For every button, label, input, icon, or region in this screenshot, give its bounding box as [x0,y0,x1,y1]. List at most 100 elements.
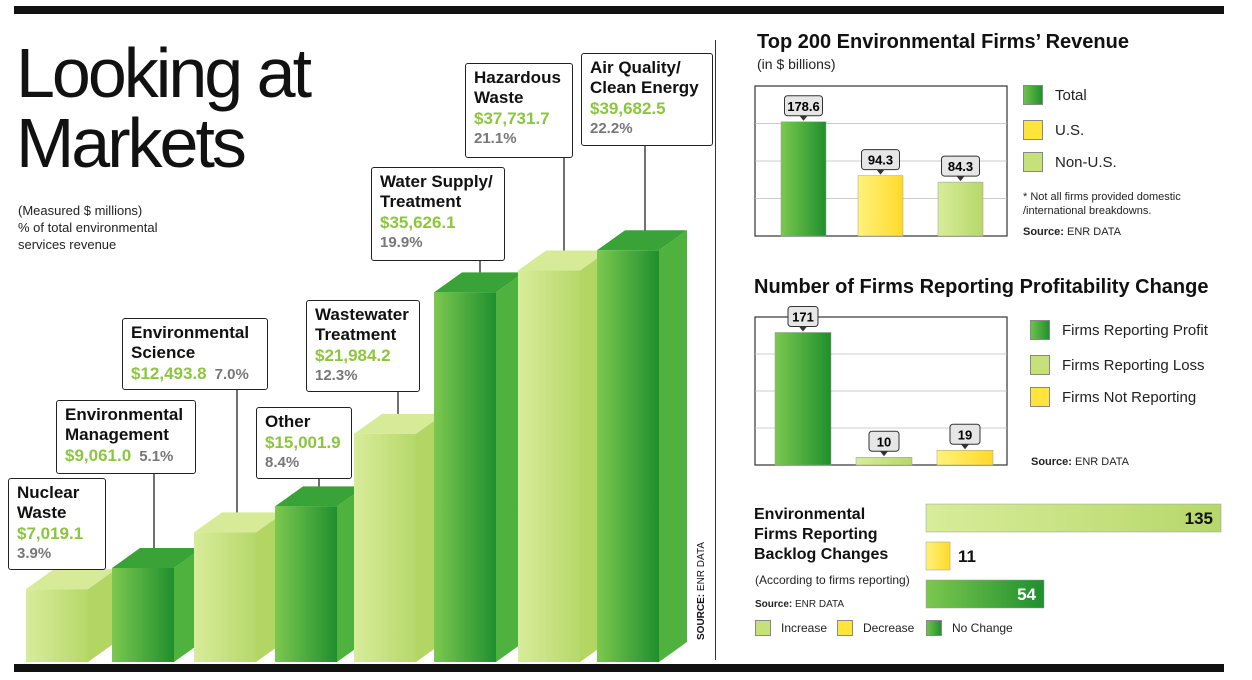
market-value: $12,493.8 [131,364,207,383]
backlog-value-label: 11 [958,547,976,566]
legend-us: U.S. [1023,120,1084,140]
market-value: $15,001.9 [265,433,341,452]
backlog-bar [925,503,1222,533]
legend-label: Firms Reporting Profit [1062,321,1208,339]
bar-top [354,413,444,434]
profitability-title: Number of Firms Reporting Profitability … [754,276,1209,298]
market-value: $21,984.2 [315,346,391,365]
backlog-bar-chart: 135 11 54 [925,503,1222,609]
market-value: $9,061.0 [65,446,132,465]
revenue-value-label: 84.3 [948,159,973,174]
market-bar [597,146,687,662]
main-subtitle-line2: % of total environmental [18,220,158,235]
profitability-bar [855,457,913,466]
legend-label: Total [1055,86,1087,104]
backlog-source: Source: ENR DATA [755,599,844,610]
market-value: $39,682.5 [590,99,666,118]
profitability-value-label: 171 [792,309,814,324]
legend-label: Non-U.S. [1055,153,1117,171]
backlog-value-label: 135 [1185,509,1213,528]
legend-total: Total [1023,85,1087,105]
market-name: Wastewater Treatment [315,305,409,344]
bar-side [496,272,524,662]
bar-side [88,569,116,662]
legend-swatch [926,620,942,636]
callout-air-quality-clean-energy: Air Quality/ Clean Energy $39,682.5 22.2… [581,53,713,146]
bar-top [112,547,202,568]
legend-non-us: Non-U.S. [1023,152,1117,172]
market-name: Nuclear Waste [17,483,80,522]
source-label: SOURCE: [696,593,707,640]
column-divider [715,40,716,660]
bar-front [26,589,88,662]
market-percent: 21.1% [474,130,517,147]
market-name: Environmental Management [65,405,184,444]
bar-side [659,230,687,662]
main-title: Looking at Markets [16,34,312,178]
backlog-bar [925,541,951,571]
legend-swatch [1030,320,1050,340]
market-name: Other [265,412,311,431]
bar-front [597,250,659,662]
profitability-value-label: 10 [877,434,891,449]
market-percent: 7.0% [214,366,249,383]
main-subtitle-line3: services revenue [18,237,117,252]
legend-swatch [1023,120,1043,140]
legend-swatch [1023,85,1043,105]
market-percent: 8.4% [265,454,300,471]
bottom-rule [14,664,1224,672]
market-percent: 22.2% [590,120,633,137]
market-percent: 19.9% [380,234,423,251]
backlog-value-label: 54 [1017,585,1036,604]
value-label-pointer [880,451,888,457]
source-org: ENR DATA [696,542,707,592]
callout-hazardous-waste: Hazardous Waste $37,731.7 21.1% [465,63,573,158]
callout-environmental-management: Environmental Management $9,061.0 5.1% [56,400,196,474]
legend-loss: Firms Reporting Loss [1030,355,1205,375]
source-org: ENR DATA [795,599,845,610]
main-subtitle-line1: (Measured $ millions) [18,203,143,218]
bar-front [112,567,174,662]
bar-top [597,230,687,251]
market-bar [26,568,116,662]
backlog-title: Environmental Firms Reporting Backlog Ch… [754,505,888,565]
revenue-value-label: 94.3 [868,153,893,168]
legend-profit: Firms Reporting Profit [1030,320,1208,340]
revenue-bar [937,181,984,237]
source-label: Source: [1031,456,1072,468]
legend-label: Decrease [863,621,915,635]
legend-label: Firms Not Reporting [1062,388,1197,406]
revenue-bar [780,121,827,237]
market-bar [112,474,202,662]
main-subtitle: (Measured $ millions) % of total environ… [18,202,188,253]
revenue-bar [857,175,904,237]
callout-nuclear-waste: Nuclear Waste $7,019.1 3.9% [8,478,106,570]
source-label: Source: [755,599,793,610]
market-bar [434,261,524,662]
legend-swatch [755,620,771,636]
legend-swatch [1030,387,1050,407]
market-name: Water Supply/ Treatment [380,172,493,211]
legend-label: Increase [781,621,828,635]
main-source: SOURCE: ENR DATA [696,542,707,640]
source-label: Source: [1023,226,1064,238]
revenue-note: * Not all firms provided domestic /inter… [1023,190,1181,218]
main-title-line1: Looking at [16,34,312,112]
backlog-bar [925,579,1045,609]
market-value: $37,731.7 [474,109,550,128]
callout-other: Other $15,001.9 8.4% [256,407,352,479]
profitability-value-label: 19 [958,427,972,442]
value-label-pointer [961,444,969,450]
note-line1: * Not all firms provided domestic [1023,191,1181,203]
market-bar [275,479,365,662]
market-name: Hazardous Waste [474,68,561,107]
market-bar-chart [26,146,687,662]
bar-top [194,512,284,533]
callout-water-supply-treatment: Water Supply/ Treatment $35,626.1 19.9% [371,167,505,261]
legend-swatch [1030,355,1050,375]
value-label-pointer [799,326,807,332]
profitability-bar [774,332,832,466]
bar-front [194,532,256,662]
callout-environmental-science: Environmental Science $12,493.8 7.0% [122,318,268,390]
market-bar [518,158,608,662]
